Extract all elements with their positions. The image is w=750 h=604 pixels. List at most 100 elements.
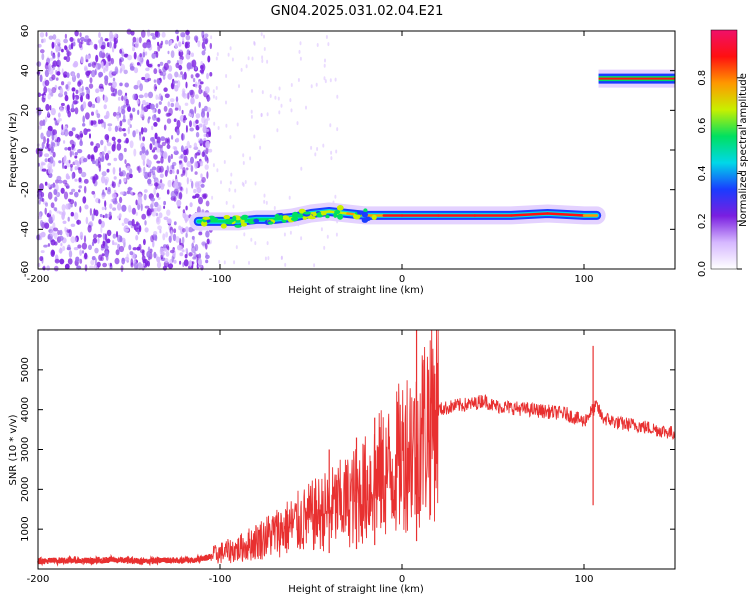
noise-point — [163, 87, 168, 92]
noise-point — [138, 36, 142, 44]
noise-point — [300, 166, 303, 171]
noise-point — [127, 126, 130, 135]
noise-point — [56, 210, 61, 214]
noise-point — [71, 172, 74, 180]
noise-point — [66, 175, 71, 180]
noise-point — [165, 112, 171, 118]
noise-point — [61, 204, 66, 212]
noise-point — [90, 259, 95, 266]
x-tick-label: -200 — [27, 574, 50, 585]
noise-point — [164, 39, 169, 45]
ridge-blob — [312, 212, 317, 217]
noise-point — [166, 209, 171, 216]
noise-point — [144, 150, 149, 156]
noise-point — [72, 100, 78, 105]
noise-point — [77, 167, 81, 171]
noise-point — [101, 194, 105, 199]
noise-point — [195, 73, 200, 78]
noise-point — [153, 147, 157, 151]
noise-point — [193, 188, 197, 194]
noise-point — [191, 59, 197, 68]
noise-point — [84, 35, 89, 40]
y-tick-label: 2000 — [20, 477, 31, 502]
noise-point — [135, 129, 139, 134]
noise-point — [44, 69, 50, 78]
noise-point — [149, 168, 153, 174]
ridge-blob — [303, 211, 311, 215]
noise-point — [38, 199, 41, 205]
noise-point — [67, 258, 73, 265]
ridge-blob — [220, 223, 227, 229]
noise-point — [105, 187, 108, 191]
noise-point — [101, 122, 104, 128]
ridge-blob — [281, 215, 290, 221]
noise-point — [280, 103, 283, 108]
noise-point — [153, 251, 157, 259]
noise-point — [130, 258, 134, 266]
noise-point — [74, 166, 78, 171]
noise-point — [200, 60, 204, 67]
noise-point — [59, 105, 62, 110]
noise-point — [190, 156, 194, 164]
noise-point — [95, 54, 99, 63]
noise-point — [202, 34, 205, 43]
noise-point — [61, 48, 64, 53]
noise-point — [74, 191, 79, 198]
noise-point — [84, 252, 88, 260]
noise-point — [159, 61, 164, 66]
noise-point — [185, 205, 188, 211]
noise-point — [79, 258, 83, 264]
noise-point — [148, 116, 151, 120]
noise-point — [194, 161, 198, 169]
noise-point — [72, 62, 78, 68]
noise-point — [71, 151, 74, 156]
noise-point — [167, 73, 173, 80]
noise-point — [59, 258, 65, 265]
noise-point — [101, 171, 107, 177]
noise-point — [176, 129, 180, 136]
noise-point — [280, 255, 283, 260]
noise-point — [99, 88, 104, 92]
noise-point — [278, 110, 281, 115]
noise-point — [261, 55, 264, 60]
ridge-segment — [546, 212, 586, 217]
noise-point — [157, 63, 161, 67]
snr-panel: -200 -100 0 100 1000 2000 3000 4000 5000 Height… — [8, 329, 676, 595]
noise-point — [97, 234, 102, 238]
noise-point — [44, 116, 48, 123]
colorbar-ticks: 0.0 0.2 0.4 0.6 0.8 — [697, 70, 742, 277]
noise-point — [167, 60, 171, 64]
noise-point — [151, 52, 156, 59]
ridge-blob — [336, 205, 344, 211]
noise-point — [284, 262, 287, 267]
colorbar-tick-label: 0.6 — [697, 118, 708, 134]
noise-point — [141, 76, 146, 81]
noise-point — [101, 175, 106, 184]
noise-point — [260, 112, 263, 117]
noise-point — [149, 143, 153, 151]
noise-point — [266, 112, 269, 117]
noise-point — [334, 194, 337, 199]
noise-point — [181, 236, 185, 245]
noise-point — [161, 252, 166, 256]
ridge-blob — [320, 211, 327, 216]
noise-point — [77, 39, 80, 43]
noise-point — [198, 123, 203, 128]
spectrogram-y-ticks: -60 -40 -20 0 20 40 60 — [20, 25, 675, 277]
noise-point — [324, 79, 327, 84]
noise-point — [104, 206, 107, 211]
noise-point — [263, 199, 266, 204]
noise-point — [170, 230, 173, 238]
noise-point — [104, 38, 109, 42]
ridge-blob — [279, 214, 284, 221]
noise-point — [104, 213, 108, 219]
noise-point — [94, 258, 98, 266]
noise-point — [195, 182, 200, 189]
noise-point — [66, 232, 70, 238]
noise-point — [206, 117, 211, 121]
noise-point — [217, 126, 220, 130]
noise-point — [41, 168, 47, 172]
ridge-blob — [201, 220, 208, 227]
x-tick-label: 0 — [399, 574, 405, 585]
colorbar-gradient — [710, 29, 738, 270]
